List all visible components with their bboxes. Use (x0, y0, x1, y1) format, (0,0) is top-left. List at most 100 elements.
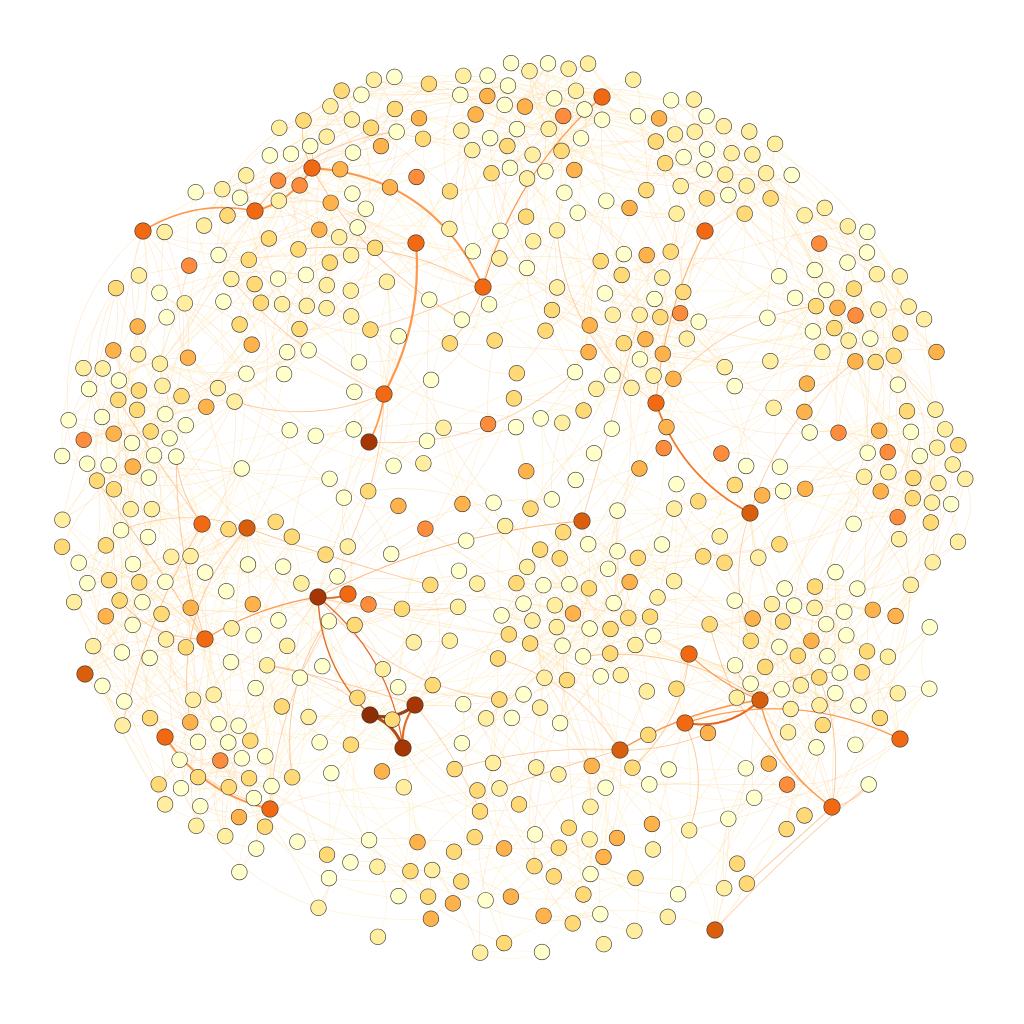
graph-node (466, 829, 483, 846)
hub-node (593, 88, 611, 106)
edge (814, 586, 841, 694)
graph-node (485, 494, 502, 511)
edge (222, 127, 372, 190)
graph-node (720, 810, 737, 827)
edge (383, 393, 444, 429)
graph-node (665, 573, 683, 590)
graph-node (754, 487, 771, 504)
graph-node (789, 647, 806, 664)
graph-node (957, 470, 974, 488)
edge (703, 556, 799, 656)
edge (534, 837, 618, 867)
graph-node (645, 367, 662, 384)
graph-node (879, 648, 897, 665)
graph-node (602, 645, 619, 662)
edge (192, 699, 240, 818)
graph-node (360, 483, 377, 500)
edge (352, 131, 397, 194)
edge (908, 306, 946, 430)
graph-node (602, 620, 619, 638)
edge (269, 808, 418, 848)
graph-node (295, 112, 312, 129)
edge (161, 523, 203, 615)
graph-node (390, 887, 407, 905)
edge (326, 251, 473, 286)
graph-node (847, 736, 864, 753)
edge (68, 419, 186, 435)
graph-node (690, 493, 707, 510)
edge (677, 797, 755, 895)
edge (736, 784, 788, 864)
edge (575, 426, 667, 481)
hub-node (193, 515, 211, 533)
edge (604, 293, 664, 355)
edge (533, 707, 541, 768)
edge (337, 576, 517, 606)
graph-node (157, 406, 174, 423)
graph-node (454, 495, 471, 513)
edge (145, 639, 167, 719)
graph-node (736, 205, 753, 222)
edge (443, 427, 494, 503)
edge (673, 581, 686, 724)
graph-node (212, 752, 229, 769)
edge (398, 686, 524, 698)
edge (509, 98, 555, 169)
graph-node (581, 831, 598, 848)
graph-node (659, 908, 676, 926)
graph-node (915, 311, 933, 328)
edge (426, 299, 430, 441)
graph-node (774, 483, 792, 500)
edge (752, 584, 858, 619)
edge (142, 230, 189, 358)
graph-node (554, 637, 571, 654)
edge (554, 577, 675, 606)
graph-node (921, 619, 938, 636)
edge (778, 276, 807, 412)
edge (181, 303, 283, 397)
graph-node (245, 627, 262, 644)
edge (731, 152, 848, 227)
edge (347, 591, 574, 614)
edge (460, 149, 474, 252)
graph-node (738, 875, 756, 892)
edge (744, 213, 848, 263)
graph-node (187, 184, 204, 201)
graph-node (771, 536, 788, 553)
edge (255, 687, 293, 778)
edge (158, 755, 266, 785)
edge (401, 423, 489, 609)
graph-node (290, 241, 307, 258)
hub-node (474, 278, 492, 296)
edge (347, 505, 399, 595)
graph-node (678, 330, 695, 347)
graph-node (372, 138, 390, 155)
edge (260, 247, 376, 303)
edge (529, 643, 591, 807)
graph-node (560, 60, 577, 77)
graph-node (321, 470, 338, 487)
graph-node (923, 494, 941, 511)
strong-edge (317, 596, 404, 749)
hub-node (156, 728, 174, 746)
graph-node (238, 167, 255, 184)
graph-node (859, 223, 876, 240)
edge (84, 601, 143, 675)
edge (848, 336, 937, 353)
edge (169, 529, 229, 760)
edge (527, 241, 546, 331)
edge (767, 317, 936, 410)
edge (253, 536, 293, 636)
graph-node (444, 895, 462, 912)
graph-node (124, 616, 141, 634)
graph-node (621, 199, 638, 217)
edge (563, 115, 663, 278)
graph-node (339, 538, 356, 555)
graph-node (518, 170, 536, 187)
edge (932, 478, 966, 563)
edge (736, 523, 854, 698)
edge (180, 788, 257, 849)
graph-node (860, 776, 877, 793)
edge (866, 444, 959, 652)
edge (231, 527, 248, 629)
